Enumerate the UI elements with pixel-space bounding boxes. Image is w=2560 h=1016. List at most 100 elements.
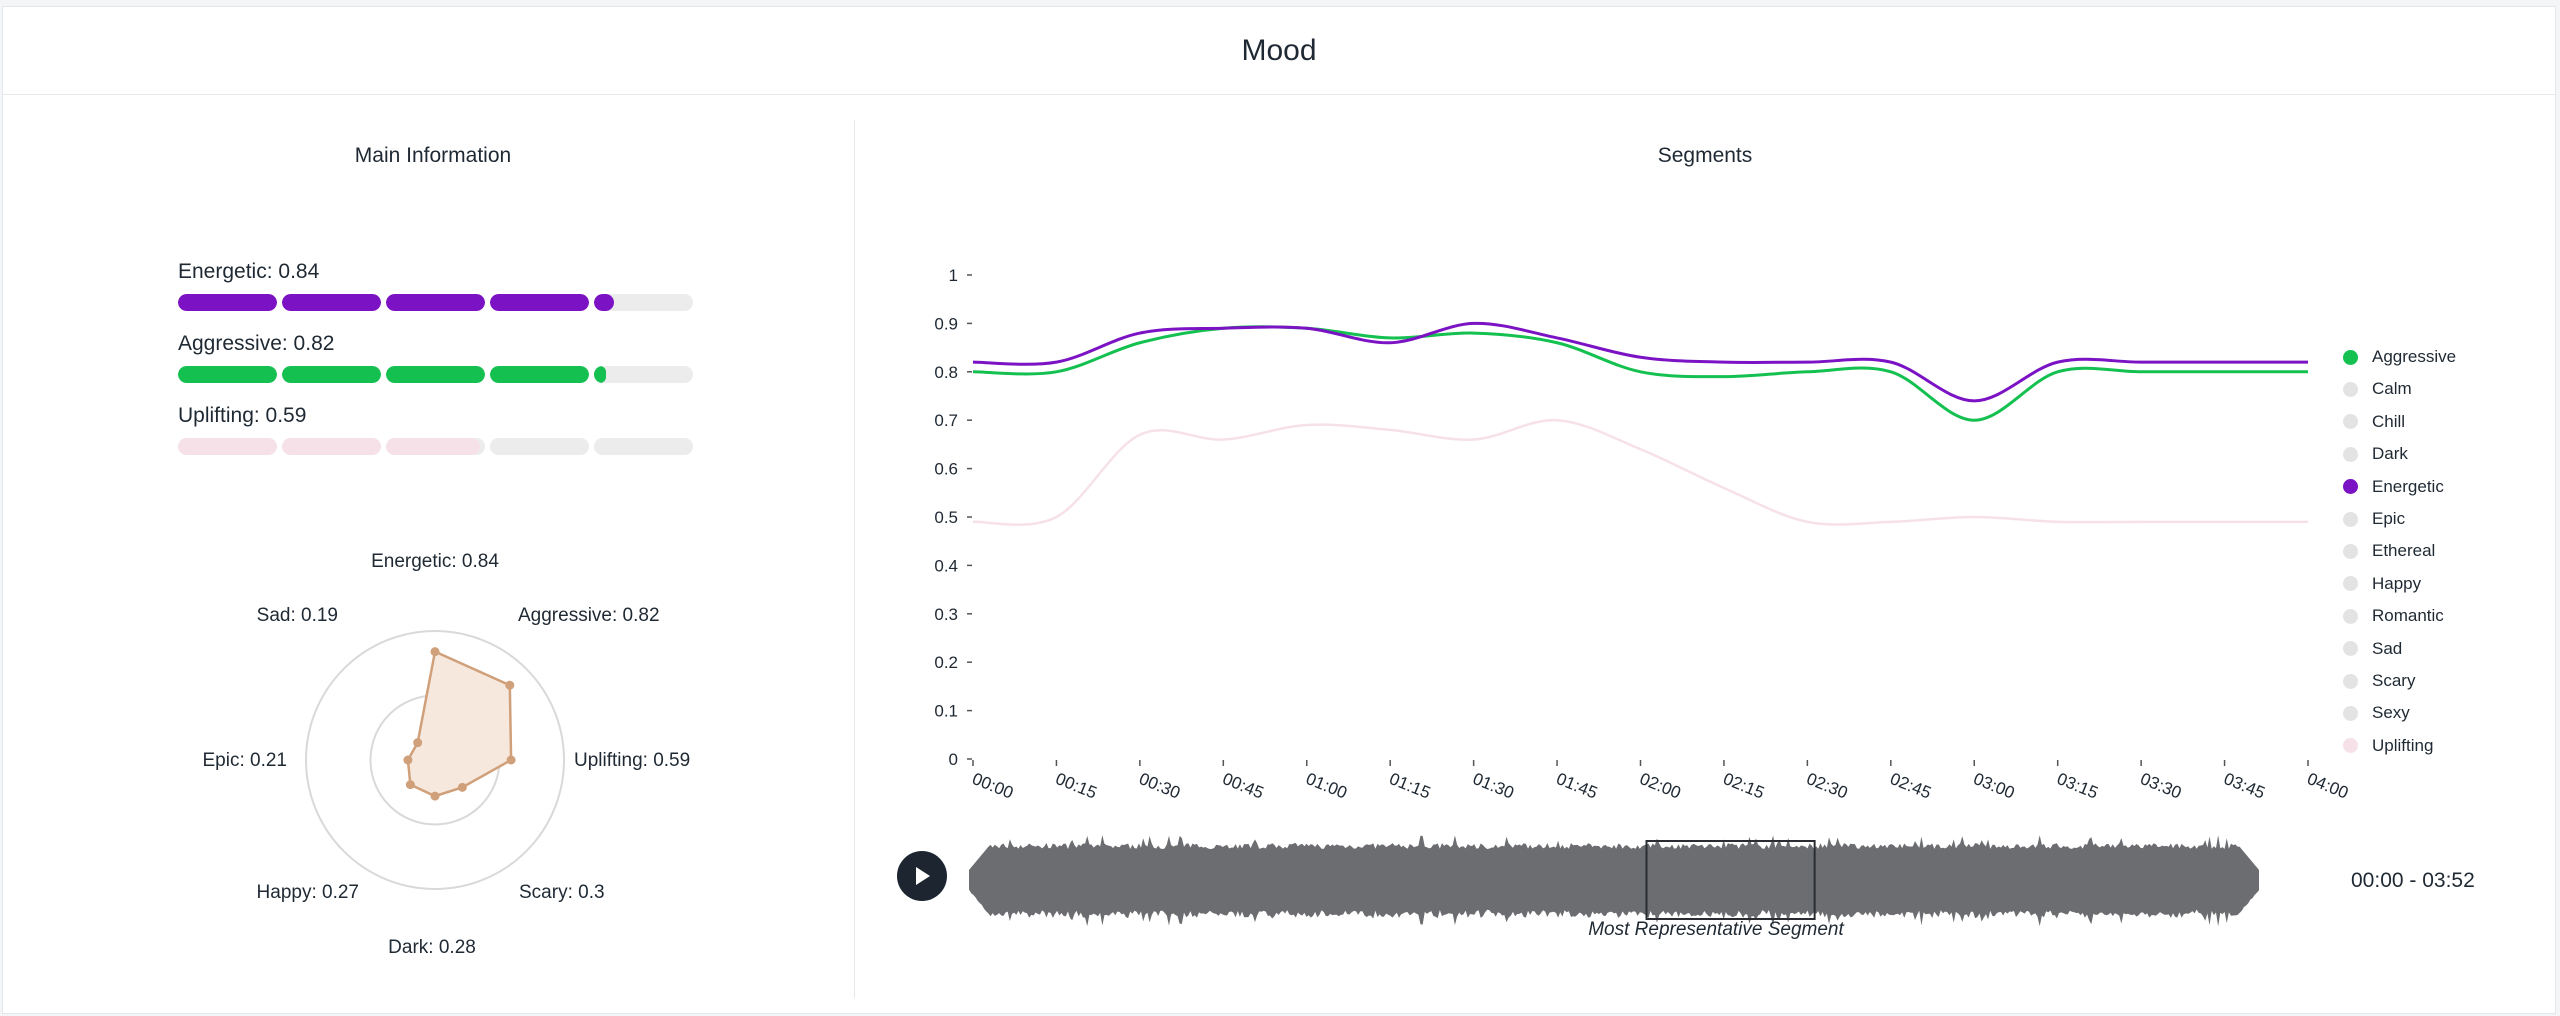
bar-segment-fill	[386, 366, 485, 383]
bar-segment-fill	[178, 438, 277, 455]
radar-label-sad: Sad: 0.19	[257, 605, 338, 626]
legend-item-scary[interactable]: Scary	[2343, 669, 2415, 693]
legend-label: Aggressive	[2372, 347, 2457, 366]
x-tick-label: 01:45	[1554, 769, 1601, 803]
energetic-bar-label: Energetic: 0.84	[178, 260, 320, 283]
x-tick-label: 01:00	[1303, 769, 1350, 803]
bar-segment-fill	[490, 366, 589, 383]
bar-segment-fill	[594, 366, 606, 383]
legend-label: Ethereal	[2372, 541, 2436, 561]
x-tick-label: 00:15	[1053, 769, 1100, 803]
legend-dot	[2343, 543, 2358, 559]
bar-segment	[178, 438, 277, 455]
bar-segment-fill	[282, 294, 381, 311]
x-tick-label: 02:15	[1720, 769, 1767, 803]
bar-segment	[490, 294, 589, 311]
legend-label: Dark	[2372, 444, 2408, 464]
play-button[interactable]	[897, 851, 947, 901]
radar-point	[457, 782, 467, 792]
legend-item-energetic[interactable]: Energetic	[2343, 475, 2444, 499]
legend-item-happy[interactable]: Happy	[2343, 572, 2421, 596]
x-tick-label: 03:15	[2054, 769, 2101, 803]
bar-segment	[282, 438, 381, 455]
series-lines	[972, 321, 2308, 526]
mood-radar-chart: Energetic: 0.84 Aggressive: 0.82 Uplifti…	[203, 551, 691, 958]
radar-point	[430, 791, 440, 801]
radar-point	[430, 647, 440, 657]
bar-segment	[282, 294, 381, 311]
series-line-uplifting	[972, 418, 2308, 526]
y-tick-label: 0.7	[934, 411, 958, 430]
radar-point	[413, 738, 423, 748]
legend-label: Uplifting	[2372, 735, 2434, 755]
legend-dot	[2343, 608, 2358, 624]
aggressive-bar	[178, 366, 693, 383]
bar-segment	[282, 366, 381, 383]
bar-segment-fill	[178, 366, 277, 383]
x-tick-label: 03:30	[2138, 769, 2185, 803]
legend-label: Sad	[2372, 638, 2403, 658]
y-tick-label: 0.9	[934, 314, 958, 333]
legend-label: Energetic	[2372, 476, 2444, 496]
legend-item-uplifting[interactable]: Uplifting	[2343, 734, 2433, 758]
legend-dot	[2343, 576, 2358, 592]
legend-label: Calm	[2372, 379, 2412, 399]
y-tick-label: 0.5	[934, 508, 958, 527]
y-tick-label: 0.4	[934, 556, 958, 575]
x-tick-label: 01:30	[1470, 769, 1517, 803]
representative-segment-box[interactable]	[1645, 840, 1816, 920]
legend-label: Epic	[2372, 509, 2406, 528]
legend-item-dark[interactable]: Dark	[2343, 442, 2408, 466]
x-tick-label: 03:45	[2221, 769, 2268, 803]
series-line-aggressive	[972, 325, 2308, 422]
y-tick-label: 0.1	[934, 702, 958, 721]
play-icon	[916, 867, 930, 885]
x-axis: 00:00 00:15 00:30 00:45 01:00 01:15 01:30 01:45…	[970, 760, 2352, 803]
bar-segment-fill	[490, 294, 589, 311]
x-tick-label: 02:45	[1887, 769, 1934, 803]
bar-segment-fill	[282, 366, 381, 383]
legend-dot	[2343, 673, 2358, 689]
x-tick-label: 00:00	[970, 769, 1017, 803]
card-title: Mood	[1241, 33, 1317, 67]
bar-segment	[386, 438, 485, 455]
legend-item-calm[interactable]: Calm	[2343, 377, 2412, 401]
audio-waveform[interactable]	[969, 833, 2269, 927]
x-tick-label: 00:45	[1220, 769, 1267, 803]
legend-label: Romantic	[2372, 606, 2444, 626]
x-tick-label: 03:00	[1971, 769, 2018, 803]
main-information-title: Main Information	[354, 144, 512, 167]
radar-label-energetic: Energetic: 0.84	[371, 551, 499, 572]
legend-dot	[2343, 414, 2358, 430]
bar-segment	[594, 294, 693, 311]
y-tick-label: 0.3	[934, 605, 958, 624]
radar-label-aggressive: Aggressive: 0.82	[518, 605, 660, 626]
radar-shape	[406, 649, 513, 798]
legend-dot	[2343, 381, 2358, 397]
y-tick-label: 0.2	[934, 653, 958, 672]
radar-point	[506, 755, 516, 765]
legend-item-ethereal[interactable]: Ethereal	[2343, 539, 2435, 563]
legend-label: Scary	[2372, 671, 2416, 690]
legend-item-romantic[interactable]: Romantic	[2343, 604, 2444, 628]
bar-segment-fill	[386, 438, 481, 455]
radar-label-uplifting: Uplifting: 0.59	[574, 750, 690, 771]
bar-segment	[178, 366, 277, 383]
y-tick-label: 0	[949, 750, 958, 769]
legend-item-chill[interactable]: Chill	[2343, 410, 2405, 434]
legend-item-sexy[interactable]: Sexy	[2343, 701, 2410, 725]
legend-item-sad[interactable]: Sad	[2343, 637, 2402, 661]
bar-segment	[594, 366, 693, 383]
y-axis: 0 0.1 0.2 0.3 0.4 0.5 0.6 0.7 0.8 0.9 1	[934, 266, 972, 769]
uplifting-bar-label: Uplifting: 0.59	[178, 404, 307, 427]
legend-item-epic[interactable]: Epic	[2343, 507, 2405, 531]
y-tick-label: 0.8	[934, 363, 958, 382]
radar-label-epic: Epic: 0.21	[203, 750, 288, 771]
x-tick-label: 04:00	[2305, 769, 2352, 803]
time-range: 00:00 - 03:52	[2351, 869, 2475, 892]
legend-dot	[2343, 738, 2358, 754]
waveform-shape	[969, 835, 2259, 927]
legend-item-aggressive[interactable]: Aggressive	[2343, 345, 2456, 369]
aggressive-bar-label: Aggressive: 0.82	[178, 332, 335, 355]
legend-dot	[2343, 479, 2358, 495]
